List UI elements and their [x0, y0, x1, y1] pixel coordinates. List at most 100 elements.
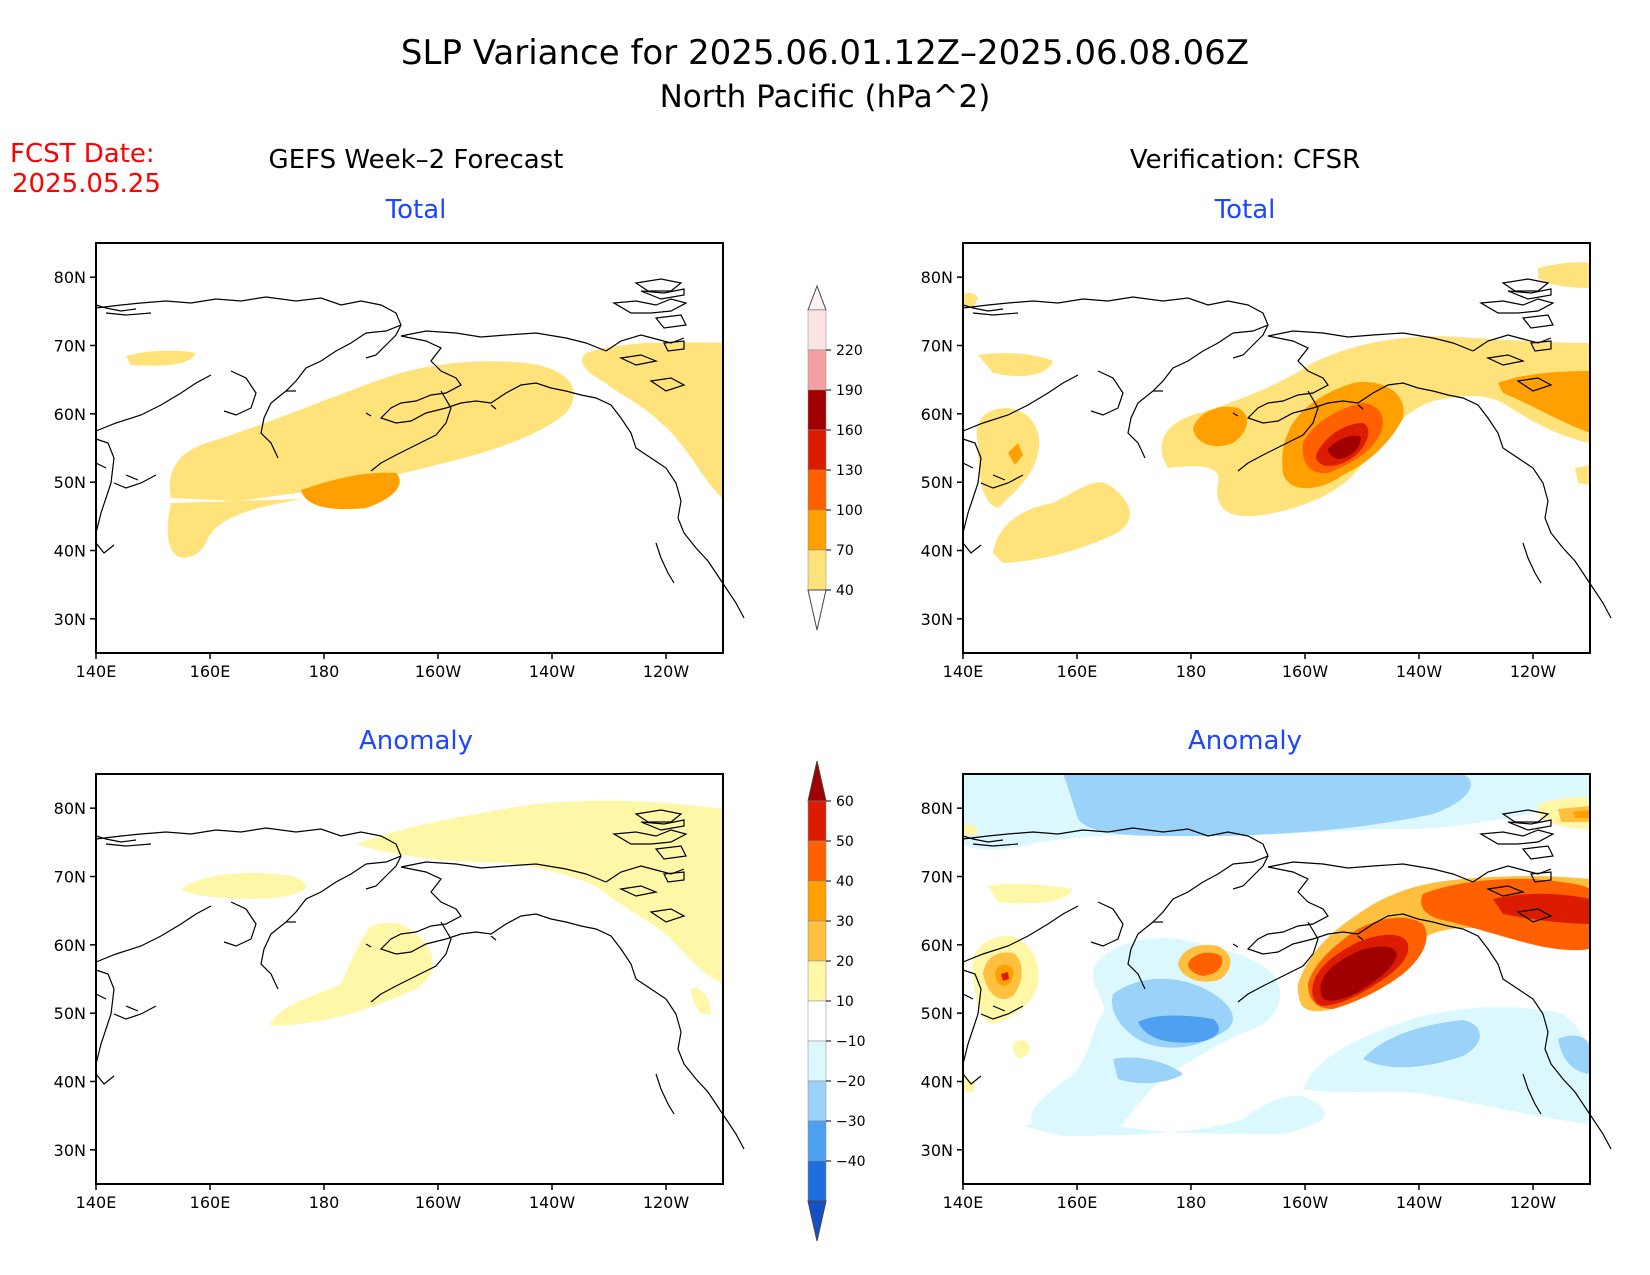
lat-label: 50N — [921, 473, 953, 492]
lat-label: 60N — [921, 405, 953, 424]
panel-subtitle: Anomaly — [359, 726, 473, 756]
colorbar-label: −10 — [836, 1034, 866, 1050]
map-panel-verification-anomaly — [962, 773, 1612, 1185]
shading-layer — [126, 342, 723, 558]
lon-label: 160W — [415, 1193, 462, 1212]
colorbar-label: 220 — [836, 343, 863, 359]
lon-label: 140E — [943, 1193, 984, 1212]
lat-label: 30N — [921, 1141, 953, 1160]
lat-label: 80N — [54, 799, 86, 818]
lon-label: 180 — [309, 662, 340, 681]
colorbar-swatch — [807, 800, 827, 842]
map-panel-verification-total — [962, 242, 1612, 654]
colorbar-label: 10 — [836, 994, 854, 1010]
figure-subtitle: North Pacific (hPa^2) — [660, 79, 991, 115]
colorbar-label: 50 — [836, 834, 854, 850]
lon-label: 120W — [643, 662, 690, 681]
figure-title: SLP Variance for 2025.06.01.12Z–2025.06.… — [401, 33, 1249, 73]
lat-label: 30N — [921, 610, 953, 629]
colorbar-swatch — [807, 1160, 827, 1202]
lon-label: 140E — [76, 1193, 117, 1212]
colorbar-label: 100 — [836, 503, 863, 519]
colorbar-swatch — [807, 960, 827, 1002]
colorbar-swatch — [807, 429, 827, 471]
lat-label: 70N — [921, 337, 953, 356]
lon-label: 140W — [1396, 662, 1443, 681]
column-title-verification: Verification: CFSR — [1130, 145, 1360, 175]
fcst-date-label: FCST Date: — [10, 139, 155, 169]
colorbar-swatch — [807, 349, 827, 391]
colorbar-label: 40 — [836, 874, 854, 890]
lon-label: 180 — [309, 1193, 340, 1212]
panel-subtitle: Anomaly — [1188, 726, 1302, 756]
panel-subtitle: Total — [1214, 195, 1276, 225]
lat-label: 40N — [921, 1073, 953, 1092]
colorbar-swatch — [807, 509, 827, 551]
lon-label: 140E — [76, 662, 117, 681]
lat-label: 80N — [921, 268, 953, 287]
colorbar-swatch — [807, 920, 827, 962]
colorbar-arrow-top — [807, 284, 827, 311]
lat-label: 60N — [54, 405, 86, 424]
colorbar-swatch — [807, 1040, 827, 1082]
colorbar-label: 70 — [836, 543, 854, 559]
colorbar-anomaly: 60 50 40 30 20 10 −10 −20 −30 −40 — [807, 760, 866, 1242]
colorbar-label: −40 — [836, 1154, 866, 1170]
lon-label: 120W — [1510, 662, 1557, 681]
lon-label: 180 — [1176, 662, 1207, 681]
colorbar-label: 20 — [836, 954, 854, 970]
lon-label: 160E — [190, 662, 231, 681]
lon-label: 140W — [1396, 1193, 1443, 1212]
colorbar-label: 160 — [836, 423, 863, 439]
colorbar-swatch — [807, 1080, 827, 1122]
lon-label: 120W — [643, 1193, 690, 1212]
colorbar-swatch — [807, 1120, 827, 1162]
shading-layer — [181, 800, 723, 1026]
colorbar-swatch — [807, 840, 827, 882]
colorbar-total: 220 190 160 130 100 70 40 — [807, 284, 863, 631]
lat-label: 50N — [921, 1004, 953, 1023]
colorbar-label: −30 — [836, 1114, 866, 1130]
colorbar-swatch — [807, 549, 827, 591]
lat-label: 70N — [54, 337, 86, 356]
lat-label: 40N — [54, 542, 86, 561]
colorbar-swatch — [807, 389, 827, 431]
lon-label: 180 — [1176, 1193, 1207, 1212]
lat-label: 70N — [54, 868, 86, 887]
lat-label: 30N — [54, 1141, 86, 1160]
lat-label: 50N — [54, 1004, 86, 1023]
lon-label: 140W — [529, 662, 576, 681]
colorbar-arrow-top — [807, 760, 827, 802]
lat-label: 70N — [921, 868, 953, 887]
shading-layer — [963, 262, 1590, 563]
colorbar-swatch — [807, 880, 827, 922]
map-panel-forecast-total — [95, 242, 745, 654]
colorbar-swatch — [807, 469, 827, 511]
lat-label: 30N — [54, 610, 86, 629]
lon-label: 160E — [1057, 662, 1098, 681]
lat-label: 40N — [54, 1073, 86, 1092]
colorbar-label: 130 — [836, 463, 863, 479]
colorbar-label: −20 — [836, 1074, 866, 1090]
fcst-date-value: 2025.05.25 — [12, 169, 161, 199]
lat-label: 40N — [921, 542, 953, 561]
lat-label: 80N — [921, 799, 953, 818]
lat-label: 60N — [921, 936, 953, 955]
lon-label: 160W — [1282, 662, 1329, 681]
colorbar-swatch — [807, 1000, 827, 1042]
map-panel-forecast-anomaly — [95, 773, 745, 1185]
colorbar-label: 60 — [836, 794, 854, 810]
lat-label: 80N — [54, 268, 86, 287]
lon-label: 160E — [1057, 1193, 1098, 1212]
lat-label: 60N — [54, 936, 86, 955]
column-title-forecast: GEFS Week–2 Forecast — [269, 145, 564, 175]
colorbar-label: 30 — [836, 914, 854, 930]
lon-label: 140E — [943, 662, 984, 681]
lat-label: 50N — [54, 473, 86, 492]
colorbar-label: 190 — [836, 383, 863, 399]
lon-label: 160W — [415, 662, 462, 681]
colorbar-swatch — [807, 309, 827, 351]
lon-label: 160E — [190, 1193, 231, 1212]
panel-subtitle: Total — [385, 195, 447, 225]
